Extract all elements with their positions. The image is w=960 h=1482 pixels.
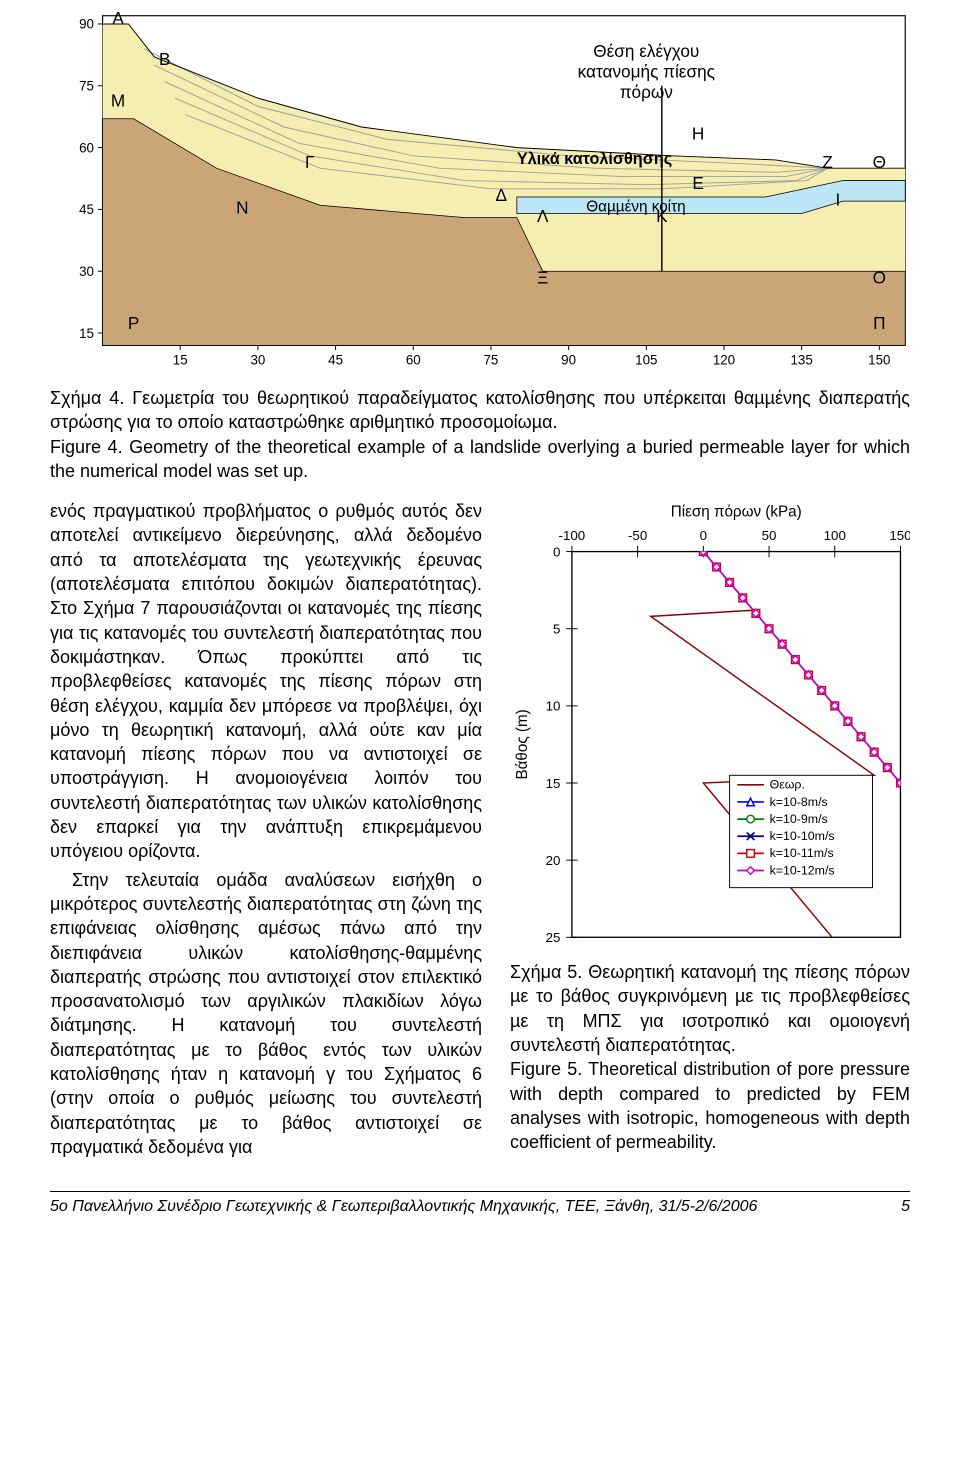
- svg-text:Α: Α: [112, 10, 124, 28]
- svg-text:Ε: Ε: [692, 173, 703, 193]
- svg-text:Ρ: Ρ: [128, 313, 139, 333]
- svg-text:Π: Π: [873, 313, 885, 333]
- body-text-column: ενός πραγματικού προβλήματος ο ρυθμός αυ…: [50, 499, 482, 1163]
- svg-text:-50: -50: [628, 528, 647, 543]
- caption5-en-label: Figure 5.: [510, 1059, 582, 1079]
- footer-right: 5: [901, 1198, 910, 1216]
- svg-text:5: 5: [553, 622, 560, 637]
- svg-text:50: 50: [762, 528, 777, 543]
- svg-text:k=10-8m/s: k=10-8m/s: [770, 795, 828, 809]
- svg-text:0: 0: [553, 545, 560, 560]
- figure-5-chart: Πίεση πόρων (kPa) -100 -50 0 50 100 150 0 5 10 15 2…: [510, 499, 910, 952]
- body-para-2: Στην τελευταία ομάδα αναλύσεων εισήχθη ο…: [50, 868, 482, 1160]
- svg-text:Γ: Γ: [305, 152, 314, 172]
- svg-text:10: 10: [546, 699, 561, 714]
- svg-text:90: 90: [79, 17, 94, 32]
- svg-text:0: 0: [700, 528, 707, 543]
- svg-text:Θέση ελέγχου: Θέση ελέγχου: [593, 41, 699, 61]
- svg-text:150: 150: [889, 528, 910, 543]
- svg-text:Μ: Μ: [111, 90, 125, 110]
- svg-text:Θεωρ.: Θεωρ.: [770, 778, 805, 792]
- svg-text:15: 15: [79, 326, 94, 341]
- svg-text:Ζ: Ζ: [822, 152, 833, 172]
- svg-text:Ο: Ο: [873, 268, 886, 288]
- svg-text:60: 60: [79, 140, 94, 155]
- svg-text:πόρων: πόρων: [620, 82, 673, 102]
- svg-text:75: 75: [484, 353, 499, 368]
- page-footer: 5ο Πανελλήνιο Συνέδριο Γεωτεχνικής & Γεω…: [50, 1191, 910, 1216]
- svg-text:100: 100: [824, 528, 846, 543]
- svg-text:75: 75: [79, 79, 94, 94]
- caption4-en-text: Geometry of the theoretical example of a…: [50, 437, 910, 481]
- svg-text:κατανομής πίεσης: κατανομής πίεσης: [578, 62, 715, 82]
- caption5-gr-label: Σχήμα 5.: [510, 962, 582, 982]
- svg-text:Πίεση πόρων (kPa): Πίεση πόρων (kPa): [671, 504, 802, 521]
- svg-text:Δ: Δ: [496, 185, 507, 205]
- svg-text:Βάθος (m): Βάθος (m): [514, 709, 531, 779]
- svg-text:-100: -100: [559, 528, 586, 543]
- svg-text:30: 30: [250, 353, 265, 368]
- svg-text:Υλικά κατολίσθησης: Υλικά κατολίσθησης: [517, 150, 672, 168]
- figure-4-cross-section: 15 30 45 60 75 90 15 30 45 60 75 90 105 120 135 150 Α Β Μ Ν…: [50, 10, 910, 378]
- caption4-gr-text: Γεωµετρία του θεωρητικού παραδείγµατος κ…: [50, 388, 910, 432]
- svg-text:30: 30: [79, 264, 94, 279]
- svg-text:150: 150: [868, 353, 890, 368]
- svg-text:Θ: Θ: [873, 152, 886, 172]
- caption4-gr-label: Σχήμα 4.: [50, 388, 124, 408]
- caption-figure-5: Σχήμα 5. Θεωρητική κατανοµή της πίεσης π…: [510, 960, 910, 1154]
- svg-text:Θαµµένη κοίτη: Θαµµένη κοίτη: [586, 198, 685, 215]
- svg-text:k=10-12m/s: k=10-12m/s: [770, 864, 835, 878]
- svg-text:Ν: Ν: [236, 198, 248, 218]
- svg-text:Ξ: Ξ: [537, 268, 548, 288]
- svg-text:15: 15: [173, 353, 188, 368]
- footer-left: 5ο Πανελλήνιο Συνέδριο Γεωτεχνικής & Γεω…: [50, 1198, 757, 1216]
- svg-text:120: 120: [713, 353, 735, 368]
- svg-text:45: 45: [328, 353, 343, 368]
- body-para-1: ενός πραγματικού προβλήματος ο ρυθμός αυ…: [50, 499, 482, 863]
- caption-figure-4: Σχήμα 4. Γεωµετρία του θεωρητικού παραδε…: [50, 386, 910, 483]
- svg-text:90: 90: [561, 353, 576, 368]
- svg-text:Β: Β: [159, 49, 170, 69]
- svg-text:60: 60: [406, 353, 421, 368]
- svg-text:k=10-11m/s: k=10-11m/s: [770, 846, 834, 860]
- svg-text:k=10-10m/s: k=10-10m/s: [770, 829, 835, 843]
- svg-text:45: 45: [79, 202, 94, 217]
- svg-text:Λ: Λ: [537, 206, 549, 226]
- svg-text:Η: Η: [692, 123, 704, 143]
- svg-text:20: 20: [546, 853, 561, 868]
- svg-text:k=10-9m/s: k=10-9m/s: [770, 812, 828, 826]
- svg-text:15: 15: [546, 776, 561, 791]
- svg-text:105: 105: [635, 353, 657, 368]
- caption4-en-label: Figure 4.: [50, 437, 123, 457]
- svg-text:Ι: Ι: [836, 189, 841, 209]
- svg-text:25: 25: [546, 930, 561, 945]
- svg-text:135: 135: [791, 353, 813, 368]
